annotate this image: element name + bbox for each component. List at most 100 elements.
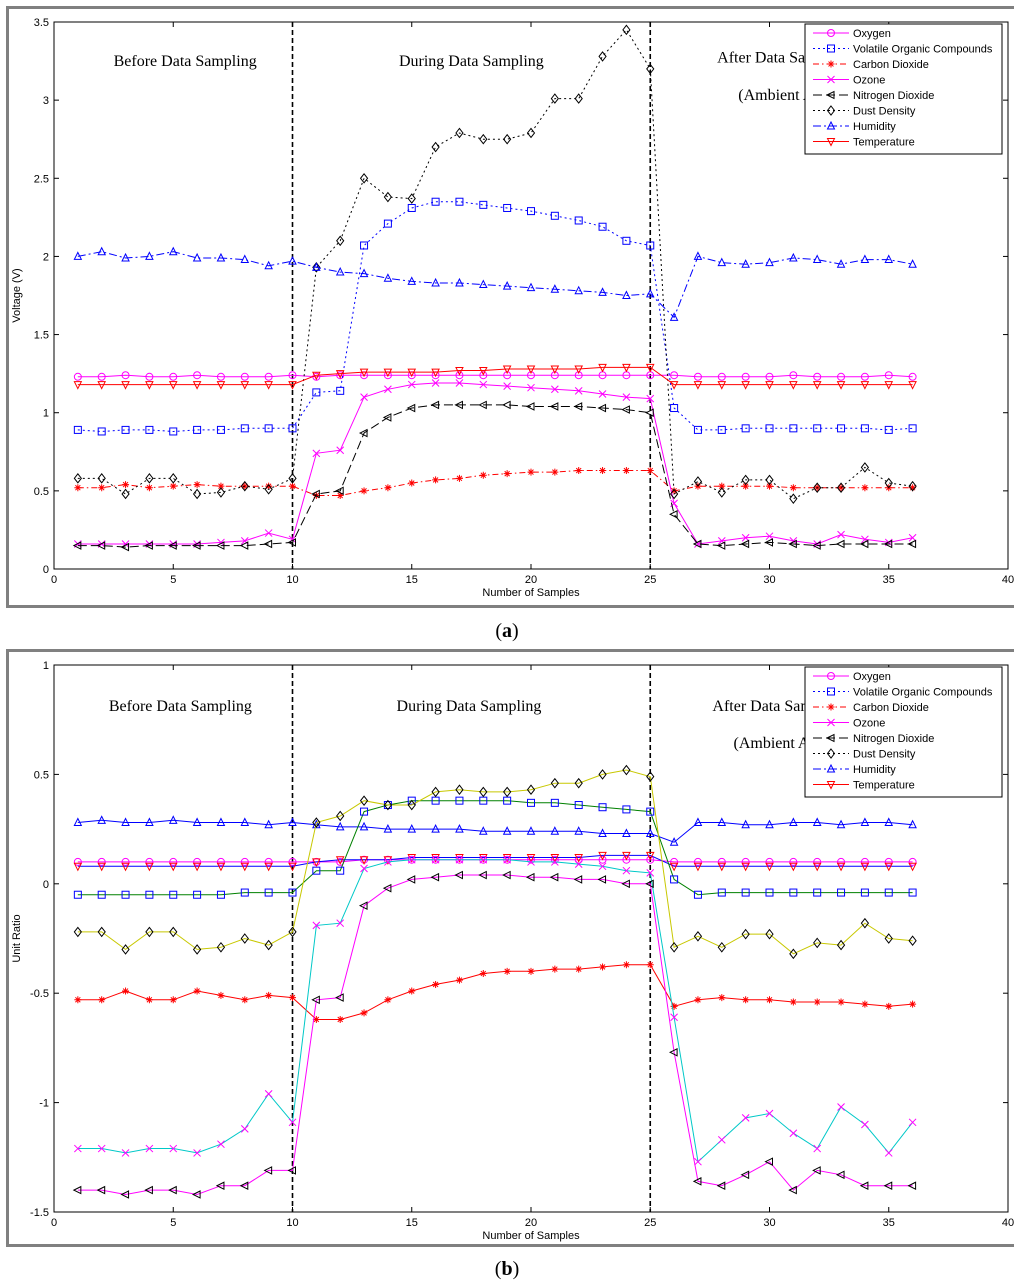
legend-marker [827, 29, 835, 37]
data-point [145, 1144, 154, 1153]
data-point [407, 203, 416, 212]
data-point [789, 1129, 798, 1138]
data-point [598, 828, 607, 837]
data-point [193, 857, 202, 866]
y-tick-label: 0 [43, 879, 49, 891]
data-point [717, 487, 726, 498]
data-point [764, 1157, 773, 1166]
data-point [765, 372, 774, 381]
legend-marker [827, 44, 835, 53]
data-point [789, 424, 798, 433]
legend-marker [827, 718, 835, 727]
data-point [527, 468, 535, 476]
data-point [669, 312, 679, 321]
data-point [574, 216, 583, 225]
data-point [741, 857, 750, 866]
data-point [121, 488, 130, 500]
series-line [77, 874, 913, 1196]
data-point [860, 888, 869, 897]
data-point [312, 858, 321, 868]
data-point [836, 819, 846, 829]
data-point [670, 875, 679, 884]
data-point [359, 368, 369, 378]
data-point [168, 815, 178, 824]
data-point [549, 402, 559, 411]
data-point [98, 996, 106, 1004]
data-point [264, 939, 273, 951]
series-line [77, 251, 913, 319]
data-point [97, 815, 107, 824]
data-point [860, 857, 869, 866]
series-line [77, 769, 913, 955]
legend-label: Temperature [853, 780, 915, 792]
data-point [574, 855, 583, 864]
data-point [74, 996, 82, 1004]
data-point [407, 368, 417, 378]
series-6 [74, 961, 917, 1023]
data-point [121, 371, 130, 380]
data-point [717, 257, 727, 267]
data-point [741, 372, 750, 381]
phase-annotation: During Data Sampling [397, 698, 542, 715]
data-point [693, 862, 703, 872]
data-point [669, 862, 679, 872]
data-point [598, 855, 607, 864]
series-8 [73, 363, 917, 390]
data-point [526, 282, 536, 292]
data-point [216, 252, 226, 262]
legend-marker [825, 733, 835, 743]
legend-label: Oxygen [853, 671, 891, 683]
data-point [288, 473, 297, 484]
legend-label: Ozone [853, 75, 885, 87]
data-point [764, 538, 773, 547]
data-point [360, 1009, 368, 1017]
data-point [837, 998, 845, 1006]
data-point [384, 484, 392, 492]
data-point [145, 857, 154, 866]
y-tick-label: -0.5 [30, 988, 49, 1000]
x-tick-label: 35 [883, 574, 895, 586]
data-point [168, 246, 178, 256]
data-point [360, 241, 369, 250]
x-tick-label: 5 [170, 574, 176, 586]
data-point [192, 944, 202, 955]
data-point [884, 862, 894, 872]
legend-label: Volatile Organic Compounds [853, 44, 993, 56]
data-point [598, 803, 607, 812]
y-tick-label: 1 [43, 408, 49, 420]
data-point [597, 403, 607, 413]
legend-marker [827, 75, 835, 84]
data-point [455, 474, 463, 482]
data-point [550, 385, 559, 394]
data-point [765, 888, 774, 897]
data-point [169, 372, 178, 381]
data-point [741, 259, 750, 268]
data-point [669, 837, 679, 846]
data-point [360, 393, 368, 401]
data-point [574, 801, 583, 810]
data-point [812, 862, 822, 872]
data-point [693, 857, 702, 866]
data-point [718, 482, 726, 490]
data-point [503, 855, 512, 864]
data-point [288, 371, 297, 380]
data-point [358, 428, 368, 438]
data-point [96, 541, 106, 550]
data-point [909, 484, 917, 492]
data-point [693, 890, 702, 899]
legend-box [804, 666, 1003, 798]
legend-label: Temperature [853, 137, 915, 149]
data-point [312, 1015, 320, 1023]
data-point [503, 203, 512, 212]
data-point [526, 365, 536, 375]
data-point [741, 381, 750, 390]
data-point [861, 484, 869, 492]
y-tick-label: -1.5 [30, 1207, 49, 1219]
data-point [598, 862, 607, 871]
data-point [455, 796, 464, 805]
x-tick-label: 20 [525, 574, 537, 586]
data-point [335, 370, 345, 379]
y-axis-label: Unit Ratio [11, 914, 23, 962]
data-point [813, 998, 821, 1006]
data-point [813, 937, 822, 949]
